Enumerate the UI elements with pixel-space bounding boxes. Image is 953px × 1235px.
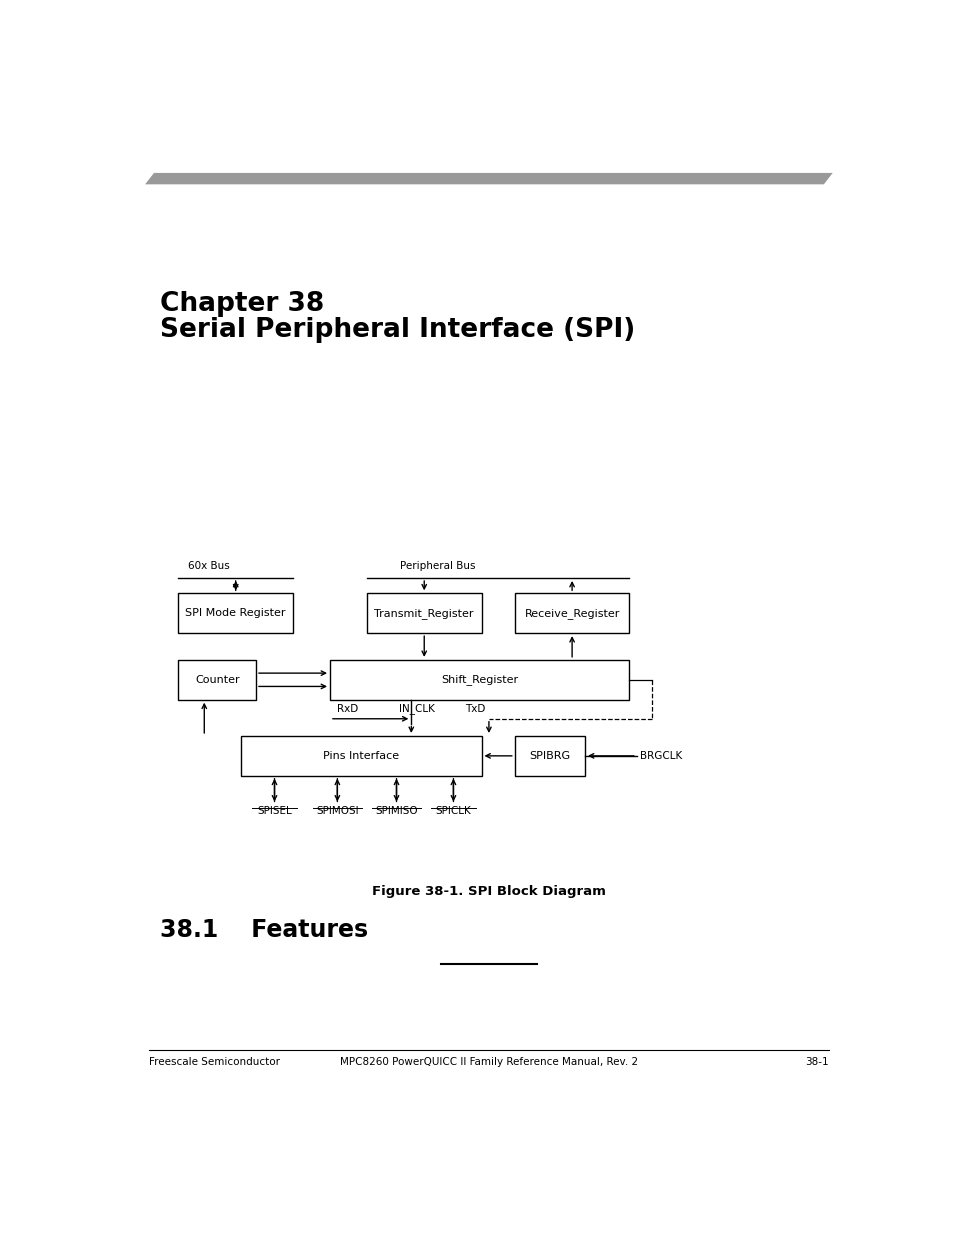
Text: 60x Bus: 60x Bus [188,562,230,572]
Text: TxD: TxD [465,704,485,714]
Text: SPIMOSI: SPIMOSI [315,806,358,816]
FancyBboxPatch shape [178,593,293,634]
Text: 38-1: 38-1 [804,1057,828,1067]
FancyBboxPatch shape [241,736,481,776]
Text: BRGCLK: BRGCLK [639,751,682,761]
Polygon shape [145,173,832,184]
Text: MPC8260 PowerQUICC II Family Reference Manual, Rev. 2: MPC8260 PowerQUICC II Family Reference M… [339,1057,638,1067]
Text: Peripheral Bus: Peripheral Bus [400,562,476,572]
FancyBboxPatch shape [515,593,629,634]
Text: SPICLK: SPICLK [436,806,471,816]
FancyBboxPatch shape [178,659,255,700]
Text: Figure 38-1. SPI Block Diagram: Figure 38-1. SPI Block Diagram [372,885,605,898]
Text: Serial Peripheral Interface (SPI): Serial Peripheral Interface (SPI) [160,317,635,343]
Text: Counter: Counter [194,674,239,684]
FancyBboxPatch shape [515,736,584,776]
Text: SPI Mode Register: SPI Mode Register [185,608,286,619]
Text: 38.1    Features: 38.1 Features [160,919,368,942]
FancyBboxPatch shape [330,659,629,700]
FancyBboxPatch shape [367,593,481,634]
Text: Receive_Register: Receive_Register [524,608,619,619]
Text: RxD: RxD [337,704,358,714]
Text: SPIMISO: SPIMISO [375,806,417,816]
Text: Shift_Register: Shift_Register [440,674,517,685]
Text: IN_CLK: IN_CLK [398,703,435,714]
Text: Pins Interface: Pins Interface [323,751,399,761]
Text: SPIBRG: SPIBRG [529,751,570,761]
Text: Transmit_Register: Transmit_Register [375,608,474,619]
Text: Freescale Semiconductor: Freescale Semiconductor [149,1057,279,1067]
Text: Chapter 38: Chapter 38 [160,291,324,317]
Text: SPISEL: SPISEL [257,806,292,816]
